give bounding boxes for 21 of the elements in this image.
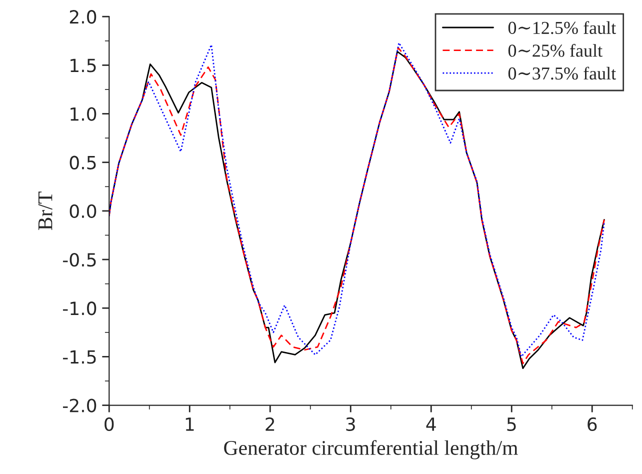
x-tick-label: 6 [588, 417, 597, 432]
y-tick-label: 2.0 [70, 10, 96, 24]
y-tick-label: -2.0 [62, 398, 96, 412]
x-tick-label: 0 [104, 417, 114, 432]
x-tick-label: 3 [346, 417, 355, 432]
x-tick-label: 1 [186, 418, 194, 431]
x-tick-label: 5 [507, 418, 516, 432]
y-tick-label: 0.0 [70, 204, 96, 218]
y-tick-label: -1.0 [62, 302, 96, 316]
x-tick-label: 4 [426, 418, 436, 431]
y-tick-label: 0.5 [70, 156, 96, 170]
y-tick-label: 1.5 [70, 58, 96, 72]
x-axis-title: Generator circumferential length/m [224, 440, 518, 460]
x-tick-label: 2 [266, 417, 274, 431]
y-tick-label: 1.0 [70, 107, 96, 121]
legend-label: 0∼12.5% fault [508, 21, 616, 34]
legend-label: 0∼25% fault [508, 44, 602, 57]
legend-label: 0∼37.5% fault [508, 66, 616, 80]
y-tick-label: -0.5 [62, 252, 96, 267]
y-axis-title: Br/T [38, 192, 52, 230]
y-tick-label: -1.5 [62, 350, 96, 364]
